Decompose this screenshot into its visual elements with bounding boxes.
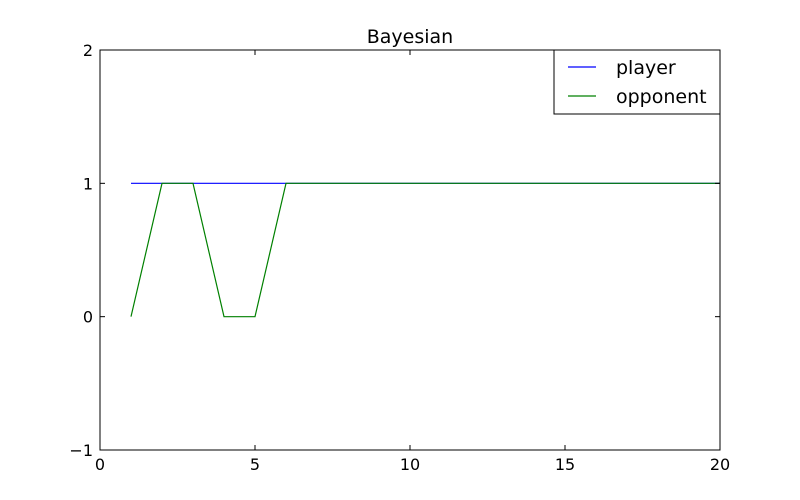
plot-area-frame bbox=[99, 49, 721, 451]
legend: player opponent bbox=[553, 49, 721, 115]
y-tick-label: −1 bbox=[69, 441, 93, 460]
x-tick-label: 5 bbox=[250, 455, 260, 474]
chart-title: Bayesian bbox=[367, 26, 453, 48]
y-tick-label: 2 bbox=[83, 41, 93, 60]
x-tick-label: 20 bbox=[710, 455, 730, 474]
y-tick-label: 0 bbox=[83, 308, 93, 327]
x-tick-label: 15 bbox=[555, 455, 575, 474]
y-tick-label: 1 bbox=[83, 174, 93, 193]
series-layer bbox=[130, 182, 720, 318]
x-tick-label: 0 bbox=[95, 455, 105, 474]
legend-label-player: player bbox=[616, 57, 676, 79]
series-line-opponent bbox=[130, 182, 720, 318]
x-tick-label: 10 bbox=[400, 455, 420, 474]
legend-label-opponent: opponent bbox=[616, 86, 707, 108]
legend-box bbox=[553, 49, 721, 115]
